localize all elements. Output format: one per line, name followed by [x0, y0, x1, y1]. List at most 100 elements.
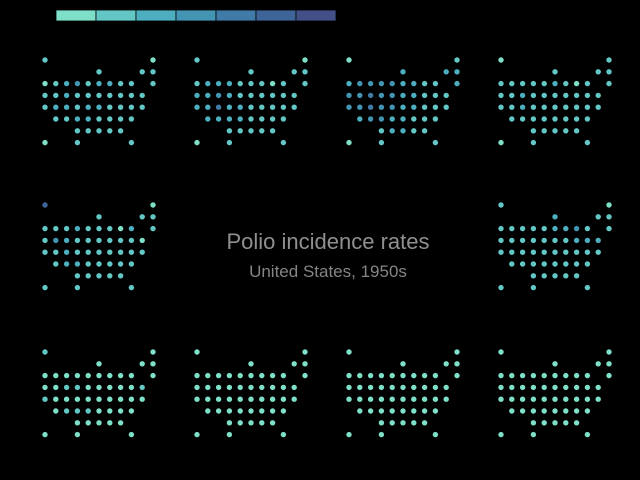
state-dot: [205, 396, 211, 402]
state-dot: [74, 396, 81, 402]
state-dot: [519, 104, 526, 110]
state-dot: [573, 420, 580, 426]
state-dot: [378, 431, 385, 438]
state-dot: [519, 261, 526, 267]
state-dot: [85, 372, 91, 379]
state-dot: [519, 384, 526, 391]
state-dot: [280, 139, 287, 146]
state-dot: [128, 237, 135, 244]
state-dot: [454, 372, 460, 379]
state-dot: [269, 384, 276, 391]
state-dot: [541, 92, 547, 99]
state-dot: [259, 396, 265, 402]
state-dot: [53, 225, 59, 232]
state-dot: [107, 116, 113, 122]
state-dot: [259, 80, 265, 87]
map-panel-bottom-4: [498, 349, 612, 438]
state-dot: [53, 372, 59, 379]
state-dot: [128, 139, 135, 146]
state-dot: [150, 69, 156, 75]
state-dot: [150, 372, 156, 379]
state-dot: [96, 92, 102, 99]
state-dot: [280, 372, 287, 379]
state-dot: [259, 408, 265, 414]
state-dot: [346, 92, 352, 99]
state-dot: [96, 128, 102, 134]
state-dot: [552, 408, 558, 414]
state-dot: [389, 80, 395, 87]
state-dot: [552, 372, 558, 379]
state-dot: [563, 396, 569, 402]
state-dot: [584, 104, 591, 110]
state-dot: [107, 372, 113, 379]
state-dot: [96, 249, 102, 255]
state-dot: [85, 116, 91, 122]
state-dot: [96, 384, 102, 391]
state-dot: [259, 372, 265, 379]
state-dot: [139, 214, 145, 220]
state-dot: [248, 69, 254, 75]
state-dot: [411, 104, 417, 110]
state-dot: [63, 92, 70, 99]
state-dot: [498, 349, 504, 355]
state-dot: [259, 128, 265, 134]
state-dot: [150, 349, 156, 355]
state-dot: [541, 225, 547, 232]
state-dot: [280, 104, 287, 110]
state-dot: [139, 384, 145, 391]
state-dot: [367, 408, 374, 414]
state-dot: [552, 237, 558, 244]
state-dot: [357, 396, 363, 402]
state-dot: [74, 284, 81, 291]
state-dot: [96, 273, 102, 279]
state-dot: [237, 420, 243, 426]
state-dot: [237, 80, 243, 87]
state-dot: [530, 372, 537, 379]
state-dot: [85, 128, 91, 134]
state-dot: [584, 284, 591, 291]
state-dot: [42, 249, 48, 255]
state-dot: [248, 92, 254, 99]
state-dot: [378, 116, 385, 122]
state-dot: [74, 273, 81, 279]
state-dot: [563, 408, 569, 414]
state-dot: [400, 104, 406, 110]
state-dot: [606, 225, 612, 232]
chart-title-block: Polio incidence rates United States, 195…: [168, 228, 488, 284]
state-dot: [139, 92, 145, 99]
state-dot: [573, 237, 580, 244]
state-dot: [498, 92, 504, 99]
state-dot: [74, 431, 81, 438]
state-dot: [378, 408, 385, 414]
state-dot: [552, 261, 558, 267]
state-dot: [498, 384, 504, 391]
state-dot: [139, 249, 145, 255]
state-dot: [367, 116, 374, 122]
state-dot: [367, 384, 374, 391]
state-dot: [421, 116, 428, 122]
state-dot: [389, 408, 395, 414]
state-dot: [117, 80, 124, 87]
state-dot: [53, 261, 59, 267]
state-dot: [584, 261, 591, 267]
state-dot: [541, 384, 547, 391]
state-dot: [411, 116, 417, 122]
state-dot: [552, 384, 558, 391]
state-dot: [432, 80, 439, 87]
state-dot: [74, 225, 81, 232]
state-dot: [53, 396, 59, 402]
state-dot: [509, 249, 515, 255]
state-dot: [498, 139, 504, 146]
state-dot: [552, 225, 558, 232]
state-dot: [346, 139, 352, 146]
state-dot: [42, 237, 48, 244]
state-dot: [357, 372, 363, 379]
legend-swatch-1: [55, 9, 97, 22]
state-dot: [42, 80, 48, 87]
state-dot: [194, 92, 200, 99]
state-dot: [563, 372, 569, 379]
state-dot: [226, 80, 233, 87]
state-dot: [530, 420, 537, 426]
state-dot: [378, 396, 385, 402]
